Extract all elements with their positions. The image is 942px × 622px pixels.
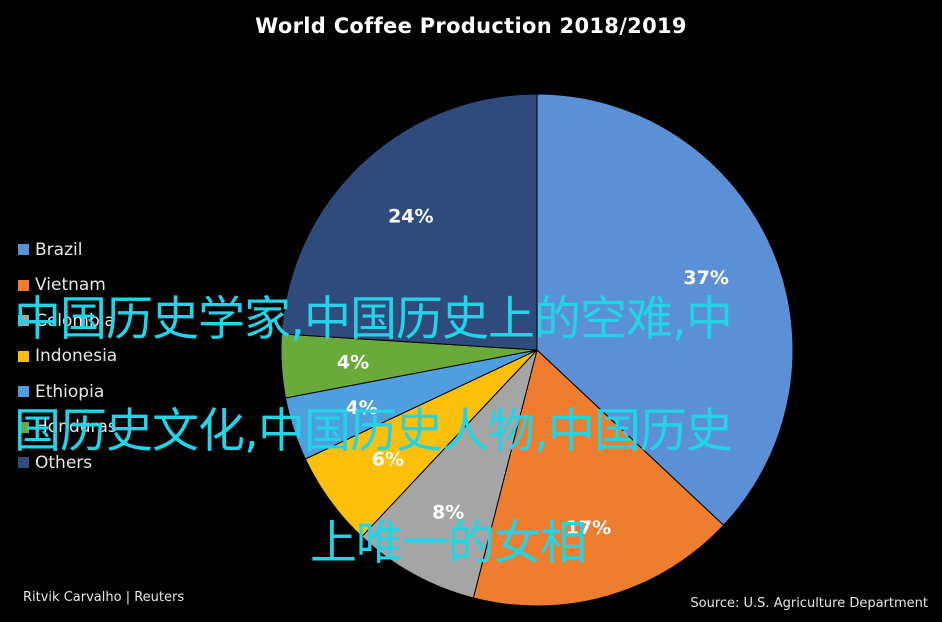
pie-slice-others bbox=[280, 93, 538, 351]
data-label-colombia: 8% bbox=[432, 502, 464, 524]
legend-item-indonesia: Indonesia bbox=[18, 339, 117, 375]
legend-label: Colombia bbox=[35, 310, 115, 331]
overlay-line-3: 上唯一的女相 bbox=[310, 516, 587, 571]
legend-label: Brazil bbox=[35, 239, 83, 260]
legend-label: Indonesia bbox=[35, 346, 118, 367]
data-label-indonesia: 6% bbox=[372, 448, 404, 470]
legend-item-vietnam: Vietnam bbox=[18, 268, 117, 304]
legend-item-honduras: Honduras bbox=[18, 410, 117, 446]
overlay-line-1: 中国历史学家,中国历史上的空难,中 bbox=[14, 292, 733, 347]
legend-item-ethiopia: Ethiopia bbox=[18, 374, 117, 410]
legend-swatch bbox=[18, 421, 29, 433]
legend-swatch bbox=[18, 279, 29, 291]
author-credit: Ritvik Carvalho | Reuters bbox=[23, 590, 185, 605]
legend-swatch bbox=[18, 457, 29, 469]
pie-slice-vietnam bbox=[472, 349, 725, 607]
pie-slice-brazil bbox=[536, 93, 794, 526]
data-label-others: 24% bbox=[388, 206, 433, 228]
legend-swatch bbox=[18, 244, 29, 256]
chart-title: World Coffee Production 2018/2019 bbox=[255, 14, 687, 38]
pie-slice-colombia bbox=[361, 349, 538, 599]
overlay-text: 中国历史学家,中国历史上的空难,中 国历史文化,中国历史人物,中国历史 上唯一的… bbox=[14, 236, 874, 622]
legend: Brazil Vietnam Colombia Indonesia Ethiopia Ho… bbox=[18, 232, 117, 481]
legend-item-colombia: Colombia bbox=[18, 303, 117, 339]
legend-label: Honduras bbox=[35, 417, 117, 438]
legend-swatch bbox=[18, 386, 29, 398]
legend-swatch bbox=[18, 315, 29, 327]
legend-label: Vietnam bbox=[35, 275, 106, 296]
data-label-honduras: 4% bbox=[337, 352, 369, 374]
data-label-ethiopia: 4% bbox=[346, 397, 378, 419]
data-label-brazil: 37% bbox=[683, 267, 728, 289]
legend-item-others: Others bbox=[18, 445, 117, 481]
source-credit: Source: U.S. Agriculture Department bbox=[690, 596, 928, 611]
legend-label: Ethiopia bbox=[35, 381, 105, 402]
overlay-line-2: 国历史文化,中国历史人物,中国历史 bbox=[14, 404, 733, 459]
data-label-vietnam: 17% bbox=[566, 517, 611, 539]
legend-item-brazil: Brazil bbox=[18, 232, 117, 268]
legend-label: Others bbox=[35, 452, 93, 473]
legend-swatch bbox=[18, 350, 29, 362]
